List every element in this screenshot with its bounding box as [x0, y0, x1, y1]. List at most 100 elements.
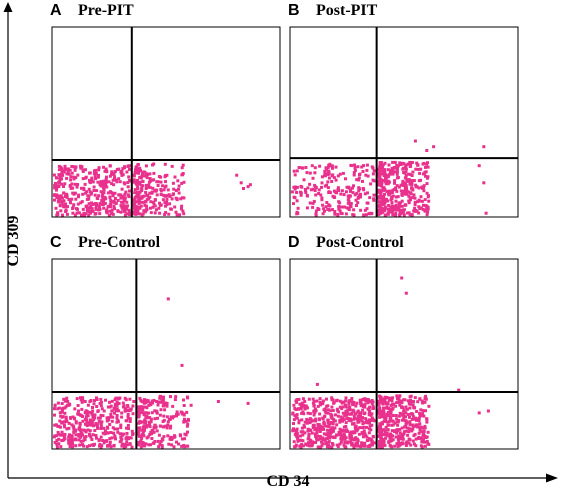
event-dot [359, 411, 363, 415]
event-dot [90, 420, 94, 424]
event-dot [290, 190, 294, 194]
event-dot [402, 416, 406, 420]
event-dot [119, 204, 123, 208]
event-dot [142, 194, 146, 198]
event-dot [327, 163, 331, 167]
main-axes [3, 2, 558, 483]
event-dot [242, 187, 245, 190]
event-dot [74, 197, 78, 201]
event-dot [418, 397, 422, 401]
event-dot [381, 415, 385, 418]
event-dot [78, 443, 82, 447]
event-dot [316, 423, 320, 426]
event-dot [364, 213, 368, 217]
event-dot [147, 183, 151, 187]
y-axis-title: CD 309 [5, 215, 22, 266]
event-dot [318, 412, 322, 416]
event-dot [63, 195, 67, 198]
event-dot [359, 195, 362, 199]
event-dot [59, 445, 63, 449]
event-dot [159, 188, 163, 191]
event-dot [365, 438, 369, 442]
event-dot [313, 166, 317, 170]
event-dot [407, 211, 411, 215]
event-dot [127, 427, 130, 431]
event-dot [137, 432, 141, 435]
event-dots [291, 276, 490, 449]
event-dot [420, 399, 424, 403]
event-dot [421, 207, 425, 211]
event-dot [151, 186, 155, 190]
event-dot [186, 422, 190, 426]
event-dot [138, 196, 142, 200]
event-dot [323, 174, 327, 178]
event-dot [96, 416, 100, 420]
event-dot [477, 164, 481, 168]
event-dot [314, 441, 318, 444]
event-dot [116, 402, 119, 406]
event-dot [299, 193, 303, 197]
event-dot [315, 399, 319, 403]
panel-title: Pre-PIT [78, 2, 134, 19]
event-dot [308, 421, 312, 425]
event-dot [294, 443, 298, 447]
event-dot [384, 182, 388, 186]
event-dot [322, 432, 326, 436]
event-dot [77, 433, 81, 436]
event-dot [334, 165, 338, 169]
event-dot [389, 169, 393, 173]
event-dot [138, 175, 142, 179]
event-dot [147, 197, 151, 201]
event-dot [383, 430, 387, 434]
event-dot [146, 400, 150, 404]
event-dot [246, 401, 250, 405]
event-dot [91, 433, 95, 437]
event-dot [398, 203, 402, 207]
event-dot [83, 438, 87, 442]
event-dot [325, 201, 329, 204]
event-dot [424, 436, 428, 439]
event-dot [120, 444, 124, 448]
event-dot [74, 433, 78, 437]
event-dot [122, 196, 126, 200]
event-dot [104, 179, 108, 183]
event-dot [410, 181, 414, 185]
event-dot [366, 201, 370, 205]
event-dot [299, 190, 302, 194]
event-dot [357, 189, 361, 193]
event-dot [86, 428, 90, 432]
event-dot [72, 165, 76, 169]
event-dot [427, 442, 431, 446]
event-dot [314, 213, 318, 217]
event-dot [120, 415, 124, 419]
event-dot [216, 400, 220, 403]
event-dot [137, 199, 141, 203]
event-dot [415, 423, 419, 427]
event-dot [292, 195, 296, 199]
event-dot [73, 191, 77, 195]
event-dot [152, 441, 156, 445]
event-dot [330, 174, 334, 178]
event-dot [361, 179, 364, 183]
event-dot [413, 196, 417, 200]
event-dots [290, 139, 488, 217]
event-dot [484, 211, 488, 215]
event-dot [326, 173, 330, 176]
event-dot [390, 208, 394, 212]
event-dot [62, 423, 66, 427]
event-dot [163, 185, 167, 189]
event-dot [417, 179, 421, 183]
event-dot [103, 195, 107, 199]
panel-title: Pre-Control [78, 234, 161, 251]
event-dot [101, 414, 105, 418]
event-dot [321, 438, 325, 442]
event-dot [394, 195, 398, 199]
event-dot [161, 184, 164, 188]
event-dot [72, 425, 76, 429]
event-dot [183, 417, 186, 421]
event-dot [105, 208, 109, 212]
event-dot [102, 409, 106, 413]
event-dot [301, 433, 305, 437]
event-dot [103, 184, 107, 188]
event-dot [177, 187, 180, 191]
